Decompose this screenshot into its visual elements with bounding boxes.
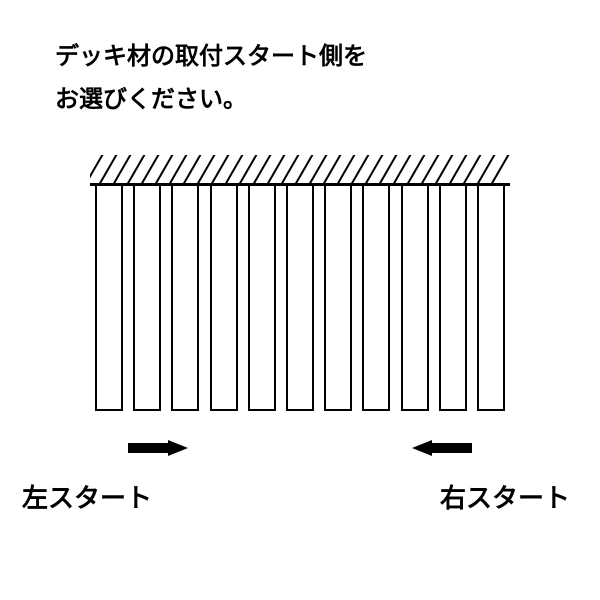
title-line2: お選びください。 (55, 78, 367, 121)
deck-diagram (90, 155, 510, 411)
wall-hatching (90, 155, 510, 183)
right-start-label: 右スタート (440, 478, 570, 515)
instruction-title: デッキ材の取付スタート側を お選びください。 (55, 35, 367, 121)
deck-plank (210, 186, 238, 411)
deck-plank (95, 186, 123, 411)
deck-plank (324, 186, 352, 411)
deck-plank (477, 186, 505, 411)
deck-plank (171, 186, 199, 411)
deck-planks (90, 186, 510, 411)
deck-plank (248, 186, 276, 411)
deck-plank (401, 186, 429, 411)
left-start-label: 左スタート (22, 478, 152, 515)
deck-plank (133, 186, 161, 411)
arrow-right-icon (128, 440, 188, 456)
title-line1: デッキ材の取付スタート側を (55, 35, 367, 78)
arrow-left-icon (412, 440, 472, 456)
arrow-row (0, 440, 600, 470)
hatch-line (491, 155, 510, 183)
hatch-line (90, 155, 107, 183)
deck-plank (362, 186, 390, 411)
deck-plank (439, 186, 467, 411)
deck-plank (286, 186, 314, 411)
